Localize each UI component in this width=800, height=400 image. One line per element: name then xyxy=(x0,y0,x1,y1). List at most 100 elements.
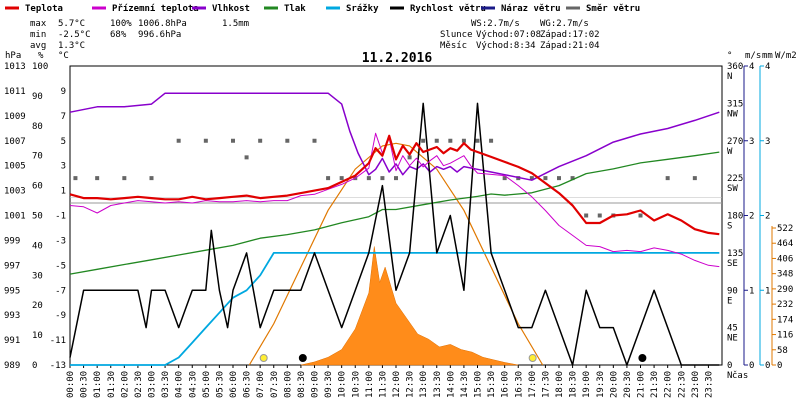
tick-c: -9 xyxy=(55,311,66,321)
stat-min-press: 996.6hPa xyxy=(138,30,181,40)
tick-time: 18:00 xyxy=(555,371,565,398)
stat-avg-label: avg xyxy=(30,41,46,51)
tick-hpa: 989 xyxy=(4,361,20,371)
dir-mark xyxy=(312,138,317,143)
tick-dir: 225 xyxy=(727,174,743,184)
tick-pct: 60 xyxy=(32,182,43,192)
tick-time: 00:00 xyxy=(66,371,76,398)
tick-time: 19:30 xyxy=(596,371,606,398)
tick-dir-label: NE xyxy=(727,334,738,344)
tick-wm2: 232 xyxy=(777,300,793,310)
info-slunce-vychod: Východ:07:08 xyxy=(476,30,541,40)
tick-time: 20:30 xyxy=(623,371,633,398)
tick-dir-label: N xyxy=(727,72,732,82)
tick-dir-label: S xyxy=(727,222,732,232)
tick-pct: 0 xyxy=(32,361,37,371)
tick-time: 13:00 xyxy=(419,371,429,398)
dir-mark xyxy=(244,155,249,160)
dir-mark xyxy=(529,176,534,181)
stat-max-hum: 100% xyxy=(110,19,132,29)
axis-unit-wm2: W/m2 xyxy=(775,51,797,61)
dir-mark xyxy=(95,176,100,181)
dir-mark xyxy=(258,138,263,143)
tick-dir-label: N xyxy=(727,371,732,381)
tick-time: 16:00 xyxy=(501,371,511,398)
dir-mark xyxy=(203,138,208,143)
tick-wm2: 174 xyxy=(777,315,793,325)
dir-mark xyxy=(421,138,426,143)
tick-hpa: 991 xyxy=(4,336,20,346)
tick-pct: 40 xyxy=(32,241,43,251)
tick-mm: 1 xyxy=(765,286,770,296)
dir-mark xyxy=(665,176,670,181)
tick-hpa: 1013 xyxy=(4,62,26,72)
tick-c: -11 xyxy=(50,336,66,346)
dir-mark xyxy=(122,176,127,181)
tick-wm2: 522 xyxy=(777,224,793,234)
tick-c: -3 xyxy=(55,236,66,246)
info-slunce: Slunce xyxy=(440,30,473,40)
tick-time: 22:00 xyxy=(664,371,674,398)
info-mesic: Měsíc xyxy=(440,41,467,51)
legend: Teplota Přízemní teplota Vlhkost Tlak Srážky… xyxy=(5,3,640,14)
axis-label-time: čas xyxy=(732,370,748,381)
tick-wm2: 116 xyxy=(777,331,793,341)
tick-time: 14:00 xyxy=(446,371,456,398)
tick-time: 00:30 xyxy=(80,371,90,398)
tick-c: -13 xyxy=(50,361,66,371)
tick-mm: 2 xyxy=(765,212,770,222)
tick-c: 9 xyxy=(61,87,66,97)
moonset-marker xyxy=(638,354,647,362)
moonrise-marker xyxy=(298,354,307,362)
tick-hpa: 1009 xyxy=(4,112,26,122)
tick-mm: 4 xyxy=(765,62,770,72)
tick-dir: 90 xyxy=(727,286,738,296)
tick-wm2: 290 xyxy=(777,285,793,295)
info-block: max 5.7°C 100% 1006.8hPa 1.5mm min -2.5°… xyxy=(30,19,600,51)
stat-min-hum: 68% xyxy=(110,30,127,40)
tick-time: 03:30 xyxy=(161,371,171,398)
tick-hpa: 1001 xyxy=(4,212,26,222)
axis-unit-ms: m/s xyxy=(745,51,761,61)
series-hum-line xyxy=(69,92,720,181)
dir-mark xyxy=(570,176,575,181)
tick-time: 15:30 xyxy=(487,371,497,398)
tick-ms: 3 xyxy=(749,137,754,147)
tick-hpa: 1007 xyxy=(4,137,26,147)
stat-max-label: max xyxy=(30,19,47,29)
tick-time: 07:30 xyxy=(270,371,280,398)
tick-c: 5 xyxy=(61,137,66,147)
series-temp-line xyxy=(69,134,720,236)
chart-title: 11.2.2016 xyxy=(362,51,433,66)
legend-label-dew: Přízemní teplota xyxy=(112,4,199,14)
axis-unit-mm: mm xyxy=(762,51,773,61)
tick-dir: 135 xyxy=(727,249,743,259)
dir-mark xyxy=(584,213,589,218)
axis-unit-c: °C xyxy=(58,51,69,61)
tick-time: 11:30 xyxy=(378,371,388,398)
tick-pct: 30 xyxy=(32,271,43,281)
tick-hpa: 999 xyxy=(4,236,20,246)
tick-time: 17:30 xyxy=(541,371,551,398)
dir-mark xyxy=(597,213,602,218)
series-rain-line xyxy=(70,251,720,366)
stat-min-label: min xyxy=(30,30,46,40)
tick-c: 7 xyxy=(61,112,66,122)
tick-time: 22:30 xyxy=(677,371,687,398)
legend-label-dir: Směr větru xyxy=(586,3,640,14)
stat-min-temp: -2.5°C xyxy=(58,30,91,40)
dir-mark xyxy=(557,176,561,181)
series-dew-line xyxy=(69,132,720,268)
tick-dir: 360 xyxy=(727,62,743,72)
series-press-line xyxy=(69,151,720,275)
tick-dir: 0 xyxy=(727,361,732,371)
tick-ms: 2 xyxy=(749,212,754,222)
tick-pct: 80 xyxy=(32,122,43,132)
tick-time: 06:00 xyxy=(229,371,239,398)
tick-dir-label: E xyxy=(727,296,732,306)
tick-time: 01:30 xyxy=(107,371,117,398)
tick-dir: 45 xyxy=(727,324,738,334)
info-mesic-vychod: Východ:8:34 xyxy=(476,41,536,51)
tick-time: 23:30 xyxy=(704,371,714,398)
info-mesic-zapad: Západ:21:04 xyxy=(540,41,600,51)
